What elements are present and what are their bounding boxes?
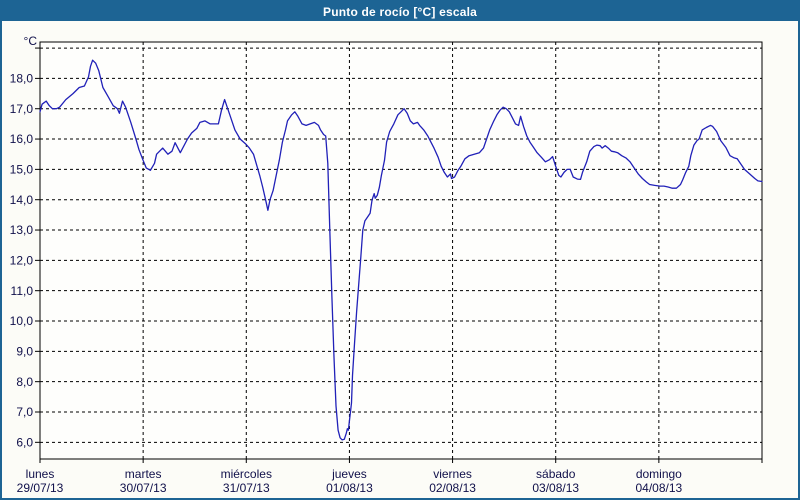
y-tick-label: 10,0 [10, 314, 34, 328]
y-tick-label: 9,0 [16, 345, 33, 359]
plot-frame [39, 41, 763, 460]
y-tick-label: 14,0 [10, 193, 34, 207]
window-title: Punto de rocío [°C] escala [322, 4, 478, 19]
series-line [39, 59, 763, 441]
x-tick-label-date: 29/07/13 [17, 481, 64, 495]
x-tick-label-day: martes [125, 467, 162, 481]
y-tick-label: 17,0 [10, 102, 34, 116]
x-tick-label-date: 30/07/13 [120, 481, 167, 495]
title-bar[interactable]: Punto de rocío [°C] escala [2, 2, 798, 21]
x-tick-label-day: jueves [331, 467, 367, 481]
y-tick-label: 7,0 [16, 405, 33, 419]
y-tick-label: 13,0 [10, 223, 34, 237]
x-tick-label-date: 04/08/13 [635, 481, 682, 495]
x-tick-label-day: sábado [536, 467, 576, 481]
plot-area [40, 42, 762, 459]
y-tick-label: 18,0 [10, 72, 34, 86]
y-axis-unit-label: °C [24, 34, 38, 48]
x-tick-label-day: lunes [26, 467, 55, 481]
y-tick-label: 11,0 [11, 284, 34, 298]
x-tick-label-date: 01/08/13 [326, 481, 373, 495]
x-tick-label-date: 03/08/13 [532, 481, 579, 495]
x-tick-label-day: viernes [433, 467, 472, 481]
y-tick-label: 12,0 [10, 254, 34, 268]
y-tick-label: 6,0 [16, 436, 33, 450]
y-tick-label: 15,0 [10, 163, 34, 177]
x-tick-label-day: domingo [636, 467, 682, 481]
x-tick-label-date: 31/07/13 [223, 481, 270, 495]
y-tick-label: 16,0 [10, 132, 34, 146]
x-tick-label-day: miércoles [221, 467, 272, 481]
x-tick-label-date: 02/08/13 [429, 481, 476, 495]
y-tick-label: 8,0 [16, 375, 33, 389]
